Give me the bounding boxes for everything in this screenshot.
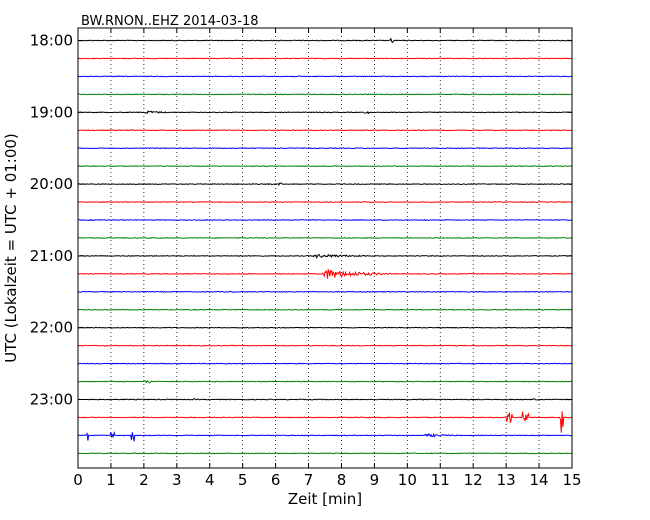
trace-1900 — [77, 110, 573, 115]
x-tick-label: 3 — [172, 471, 182, 489]
chart-title: BW.RNON..EHZ 2014-03-18 — [81, 14, 259, 29]
trace-2100 — [77, 253, 573, 260]
trace-1845 — [77, 93, 573, 96]
x-axis-label: Zeit [min] — [288, 490, 362, 508]
x-tick-label: 13 — [497, 471, 516, 489]
x-tick-label: 12 — [464, 471, 483, 489]
trace-2245 — [77, 380, 573, 384]
x-tick-label: 6 — [271, 471, 281, 489]
y-tick-label: 20:00 — [30, 175, 73, 193]
trace-2315 — [77, 411, 573, 433]
trace-1915 — [77, 129, 573, 132]
y-tick-label: 19:00 — [30, 103, 73, 121]
trace-2045 — [77, 236, 573, 239]
trace-2015 — [77, 201, 573, 203]
grid-lines — [110, 28, 540, 468]
y-tick-label: 22:00 — [30, 319, 73, 337]
x-tick-label: 15 — [562, 471, 581, 489]
y-tick-label: 21:00 — [30, 247, 73, 265]
x-tick-label: 0 — [73, 471, 83, 489]
x-tick-label: 14 — [530, 471, 549, 489]
x-tick-label: 9 — [370, 471, 380, 489]
plot-frame — [77, 27, 573, 469]
trace-2200 — [77, 326, 573, 329]
x-tick-label: 10 — [398, 471, 417, 489]
y-axis-label: UTC (Lokalzeit = UTC + 01:00) — [2, 133, 20, 363]
x-tick-label: 8 — [337, 471, 347, 489]
trace-2345 — [77, 452, 573, 455]
x-axis-ticks: 0 1 2 3 4 5 6 7 8 9 10 11 12 13 14 15 — [73, 28, 582, 489]
x-tick-label: 1 — [106, 471, 116, 489]
trace-2330 — [77, 431, 573, 442]
trace-1800 — [77, 37, 573, 44]
trace-1930 — [77, 147, 573, 150]
x-tick-label: 11 — [431, 471, 450, 489]
y-tick-label: 23:00 — [30, 391, 73, 409]
trace-1830 — [77, 75, 573, 78]
trace-2130 — [77, 290, 573, 293]
y-axis-ticks: 18:00 19:00 20:00 21:00 22:00 23:00 — [30, 32, 572, 409]
trace-2030 — [77, 218, 573, 222]
x-tick-label: 2 — [139, 471, 149, 489]
x-tick-label: 4 — [205, 471, 215, 489]
x-tick-label: 5 — [238, 471, 248, 489]
x-tick-label: 7 — [304, 471, 314, 489]
trace-2115 — [77, 268, 573, 279]
trace-2300 — [77, 398, 573, 401]
trace-2145 — [77, 308, 573, 311]
y-tick-label: 18:00 — [30, 32, 73, 50]
trace-2000 — [77, 182, 573, 187]
trace-2215 — [77, 344, 573, 347]
trace-group — [77, 37, 573, 455]
trace-1945 — [77, 165, 573, 168]
trace-1815 — [77, 57, 573, 60]
trace-2230 — [77, 362, 573, 365]
